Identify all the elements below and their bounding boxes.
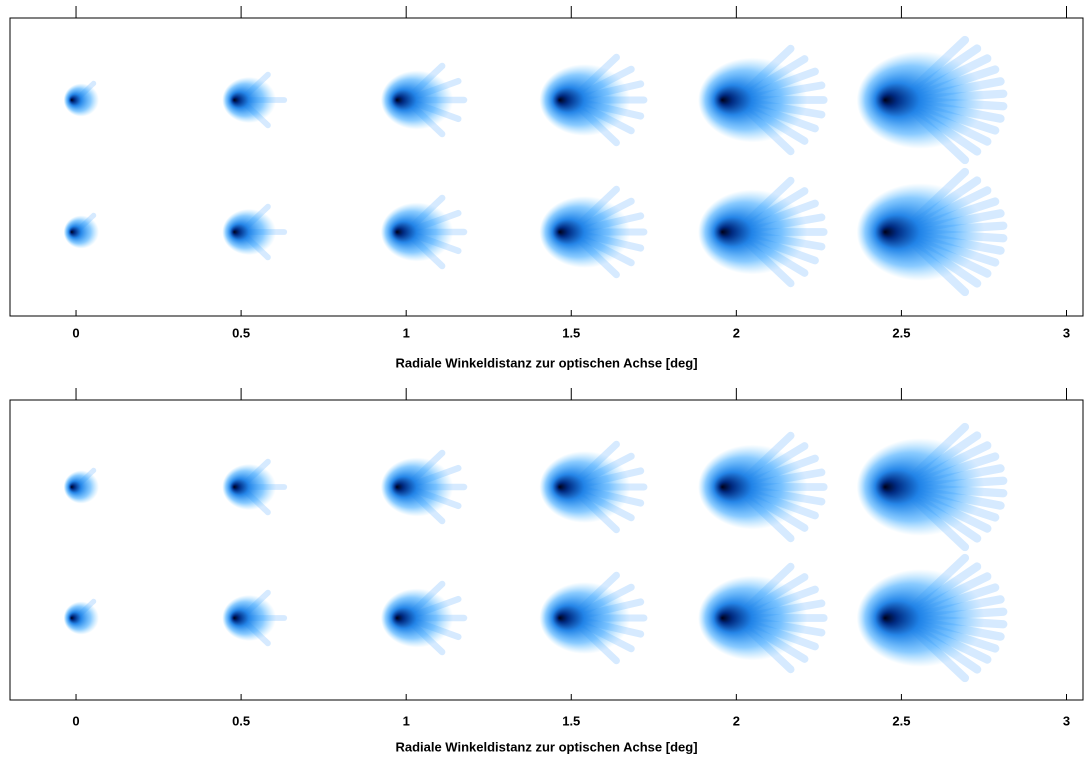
- spot: [698, 176, 828, 288]
- spot: [222, 71, 288, 129]
- x-tick-label: 3: [1063, 325, 1070, 340]
- spot: [222, 589, 288, 647]
- spot-core: [856, 183, 985, 281]
- spot-core: [539, 451, 631, 523]
- spot-core: [63, 601, 100, 635]
- x-tick-label: 0.5: [232, 325, 250, 340]
- spot: [63, 212, 100, 249]
- x-tick-label: 2.5: [892, 325, 910, 340]
- spot-core: [222, 208, 277, 256]
- spot-core: [698, 57, 808, 143]
- x-tick-label: 2.5: [892, 713, 910, 728]
- spot-core: [698, 575, 808, 661]
- spot-core: [856, 569, 985, 667]
- spot: [380, 449, 468, 525]
- spot-core: [856, 438, 985, 536]
- spot: [380, 580, 468, 656]
- spot-core: [63, 215, 100, 249]
- x-axis-label: Radiale Winkeldistanz zur optischen Achs…: [395, 355, 697, 370]
- x-tick-label: 2: [733, 325, 740, 340]
- spot: [856, 422, 1008, 552]
- spot: [380, 62, 468, 138]
- spot: [539, 440, 648, 534]
- spot: [539, 185, 648, 279]
- spot: [539, 53, 648, 147]
- x-tick-label: 1.5: [562, 713, 580, 728]
- spot: [222, 203, 288, 261]
- spot: [63, 80, 100, 117]
- spot: [63, 598, 100, 635]
- spot-core: [380, 588, 454, 648]
- spot-core: [539, 582, 631, 654]
- x-tick-label: 0: [72, 713, 79, 728]
- spot: [222, 458, 288, 516]
- panel-frame: [9, 399, 1084, 701]
- spot: [856, 167, 1008, 297]
- spot-core: [222, 76, 277, 124]
- x-axis-label: Radiale Winkeldistanz zur optischen Achs…: [395, 739, 697, 754]
- spot: [698, 562, 828, 674]
- spot: [380, 194, 468, 270]
- spot-core: [856, 51, 985, 149]
- panel-frame: [9, 17, 1084, 317]
- x-tick-label: 0.5: [232, 713, 250, 728]
- x-tick-label: 1: [403, 325, 410, 340]
- spot-core: [539, 196, 631, 268]
- spot: [698, 44, 828, 156]
- spot-core: [222, 594, 277, 642]
- x-tick-label: 0: [72, 325, 79, 340]
- spot-core: [222, 463, 277, 511]
- spot-core: [63, 470, 100, 504]
- spot-core: [539, 64, 631, 136]
- x-tick-label: 2: [733, 713, 740, 728]
- spot-core: [698, 189, 808, 275]
- x-tick-label: 1: [403, 713, 410, 728]
- spot: [856, 553, 1008, 683]
- spot-core: [380, 202, 454, 262]
- spot-core: [698, 444, 808, 530]
- spot-core: [380, 70, 454, 130]
- x-tick-label: 1.5: [562, 325, 580, 340]
- spot: [856, 35, 1008, 165]
- x-tick-label: 3: [1063, 713, 1070, 728]
- spot: [539, 571, 648, 665]
- spot: [698, 431, 828, 543]
- spot: [63, 467, 100, 504]
- spot-core: [380, 457, 454, 517]
- spot-core: [63, 83, 100, 117]
